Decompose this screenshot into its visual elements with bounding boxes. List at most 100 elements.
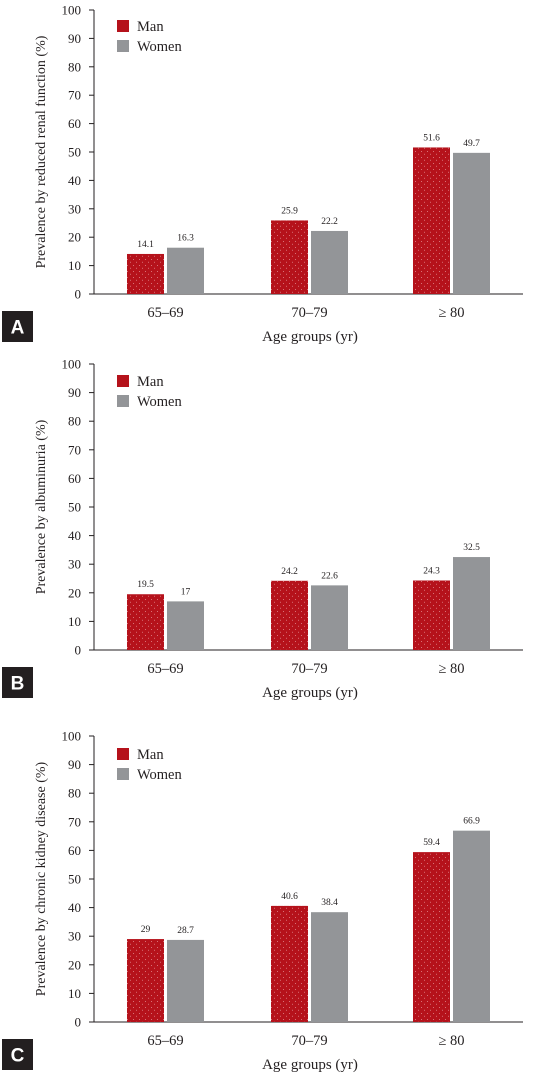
legend-swatch-man — [117, 20, 129, 32]
data-label: 17 — [181, 587, 191, 597]
data-label: 40.6 — [281, 892, 298, 902]
legend-label-man: Man — [137, 19, 164, 35]
x-axis-label: Age groups (yr) — [262, 329, 358, 345]
data-label: 19.5 — [137, 580, 154, 590]
y-tick-label: 60 — [68, 471, 81, 486]
data-label: 29 — [141, 925, 151, 935]
legend-swatch-man — [117, 748, 129, 760]
y-tick-label: 50 — [68, 145, 81, 160]
panel-letter-badge — [2, 1039, 33, 1070]
bar-man-1 — [127, 939, 164, 1022]
y-tick-label: 0 — [75, 287, 82, 302]
x-category-label: 65–69 — [147, 305, 183, 321]
bar-women-3 — [453, 830, 490, 1022]
bar-women-3 — [453, 557, 490, 650]
legend-label-women: Women — [137, 39, 182, 55]
y-tick-label: 40 — [68, 900, 81, 915]
legend-swatch-women — [117, 40, 129, 52]
x-category-label: 70–79 — [291, 1033, 327, 1049]
y-tick-label: 30 — [68, 929, 81, 944]
y-tick-label: 10 — [68, 986, 81, 1001]
data-label: 22.2 — [321, 217, 338, 227]
data-label: 24.3 — [423, 567, 440, 577]
legend-label-man: Man — [137, 374, 164, 390]
bar-man-3 — [413, 580, 450, 650]
x-category-label: 65–69 — [147, 661, 183, 677]
chart-panel-a: 0 10 20 30 40 50 60 70 80 90 100 Prevalence by redu… — [2, 3, 523, 345]
x-axis-label: Age groups (yr) — [262, 685, 358, 701]
bar-women-2 — [311, 585, 348, 650]
panel-letter: B — [11, 674, 25, 695]
y-tick-label: 0 — [75, 643, 82, 658]
y-tick-label: 30 — [68, 201, 81, 216]
y-tick-label: 90 — [68, 385, 81, 400]
data-label: 51.6 — [423, 133, 440, 143]
panel-letter-badge — [2, 311, 33, 342]
data-label: 38.4 — [321, 898, 338, 908]
y-tick-label: 70 — [68, 442, 81, 457]
data-label: 25.9 — [281, 206, 298, 216]
bar-man-2 — [271, 220, 308, 294]
y-tick-label: 10 — [68, 258, 81, 273]
x-axis-label: Age groups (yr) — [262, 1057, 358, 1073]
y-tick-label: 10 — [68, 614, 81, 629]
bar-man-1 — [127, 594, 164, 650]
chart-panel-c: 0 10 20 30 40 50 60 70 80 90 100 Prevalence by chro… — [2, 729, 523, 1073]
y-tick-label: 40 — [68, 528, 81, 543]
y-tick-label: 70 — [68, 88, 81, 103]
y-tick-label: 90 — [68, 31, 81, 46]
y-tick-label: 100 — [62, 357, 82, 372]
bar-women-1 — [167, 247, 204, 294]
y-tick-label: 90 — [68, 757, 81, 772]
data-label: 32.5 — [463, 543, 480, 553]
legend-swatch-women — [117, 395, 129, 407]
y-tick-label: 80 — [68, 414, 81, 429]
data-label: 59.4 — [423, 838, 440, 848]
y-tick-label: 60 — [68, 843, 81, 858]
bar-man-1 — [127, 253, 164, 294]
data-label: 49.7 — [463, 139, 480, 149]
y-tick-label: 80 — [68, 59, 81, 74]
data-label: 16.3 — [177, 234, 194, 244]
bar-women-2 — [311, 230, 348, 294]
legend-swatch-man — [117, 375, 129, 387]
y-tick-label: 20 — [68, 585, 81, 600]
x-category-label: ≥ 80 — [438, 305, 464, 321]
data-label: 22.6 — [321, 571, 338, 581]
x-category-label: ≥ 80 — [438, 1033, 464, 1049]
data-label: 14.1 — [137, 240, 154, 250]
panel-letter: A — [11, 318, 25, 339]
legend-label-man: Man — [137, 747, 164, 763]
y-axis-label: Prevalence by reduced renal function (%) — [34, 35, 49, 268]
x-category-label: 70–79 — [291, 305, 327, 321]
y-tick-label: 40 — [68, 173, 81, 188]
x-category-label: ≥ 80 — [438, 661, 464, 677]
y-tick-label: 30 — [68, 557, 81, 572]
bar-women-1 — [167, 601, 204, 650]
bar-man-2 — [271, 580, 308, 650]
y-tick-label: 0 — [75, 1015, 82, 1030]
bar-man-3 — [413, 147, 450, 294]
legend-swatch-women — [117, 768, 129, 780]
y-tick-label: 70 — [68, 814, 81, 829]
legend-label-women: Women — [137, 394, 182, 410]
y-tick-label: 50 — [68, 872, 81, 887]
y-tick-label: 20 — [68, 230, 81, 245]
bar-women-2 — [311, 912, 348, 1022]
data-label: 28.7 — [177, 926, 194, 936]
x-category-label: 70–79 — [291, 661, 327, 677]
bar-man-2 — [271, 905, 308, 1022]
bar-man-3 — [413, 852, 450, 1022]
y-axis-label: Prevalence by albuminuria (%) — [34, 419, 49, 594]
x-category-label: 65–69 — [147, 1033, 183, 1049]
panel-letter-badge — [2, 667, 33, 698]
legend-label-women: Women — [137, 767, 182, 783]
y-tick-label: 100 — [62, 729, 82, 744]
y-tick-label: 60 — [68, 116, 81, 131]
y-tick-label: 20 — [68, 957, 81, 972]
data-label: 66.9 — [463, 817, 480, 827]
bar-women-3 — [453, 152, 490, 294]
y-tick-label: 50 — [68, 500, 81, 515]
data-label: 24.2 — [281, 567, 298, 577]
panel-letter: C — [11, 1046, 25, 1067]
